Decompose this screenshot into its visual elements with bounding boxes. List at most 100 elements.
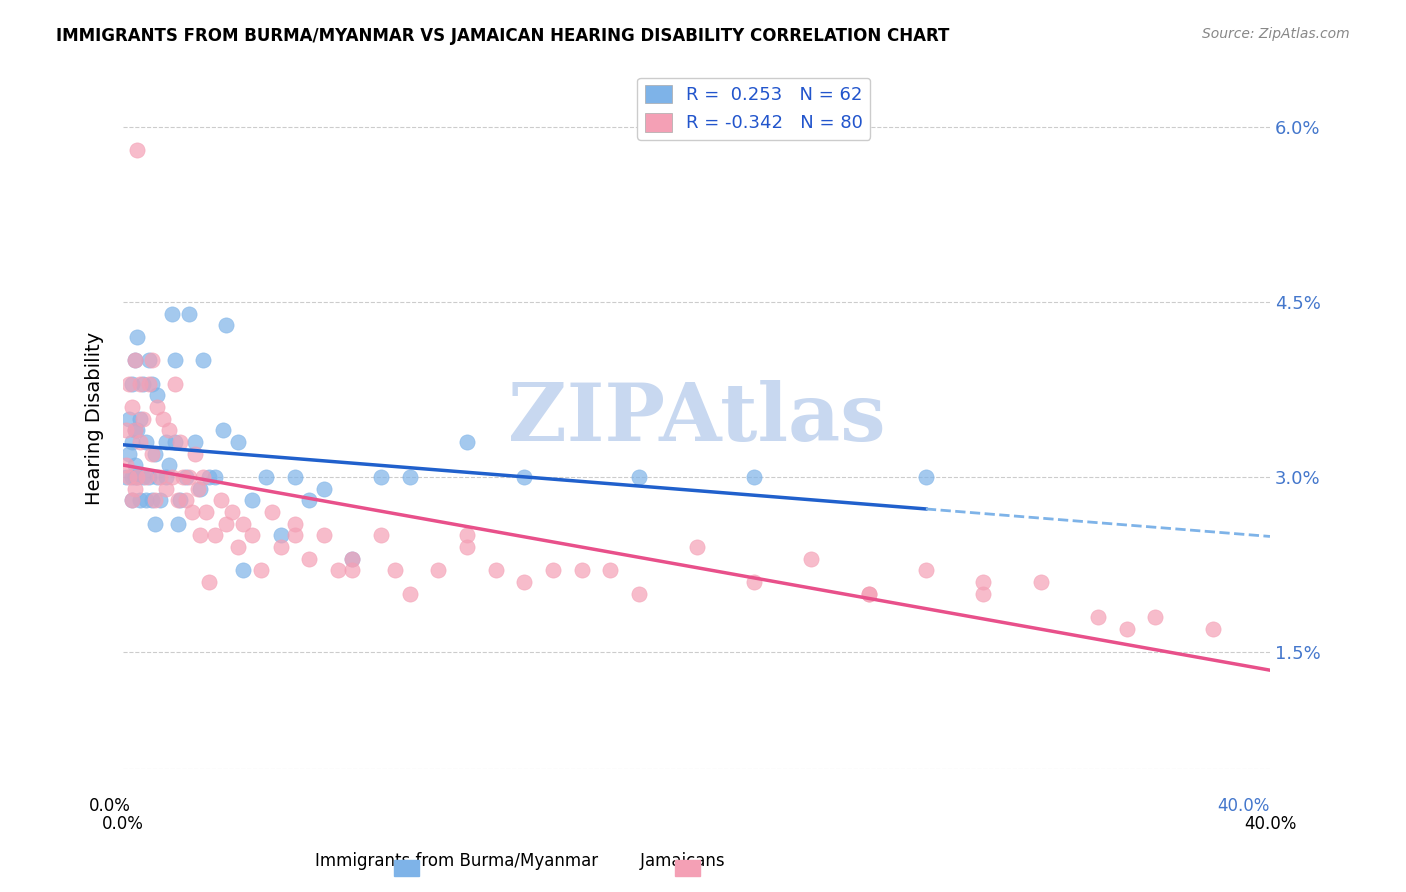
Point	[149, 493, 172, 508]
Point	[1029, 574, 1052, 589]
Point	[209, 493, 232, 508]
Text: ZIPAtlas: ZIPAtlas	[508, 380, 886, 458]
Point	[138, 353, 160, 368]
Point	[138, 470, 160, 484]
Point	[204, 470, 226, 484]
Point	[204, 528, 226, 542]
Text: Source: ZipAtlas.com: Source: ZipAtlas.com	[1202, 27, 1350, 41]
Point	[513, 574, 536, 589]
Text: 0.0%: 0.0%	[89, 797, 131, 814]
Point	[193, 470, 215, 484]
Point	[124, 482, 146, 496]
Point	[174, 493, 197, 508]
Point	[118, 446, 141, 460]
Point	[124, 458, 146, 473]
Point	[124, 423, 146, 437]
Point	[124, 423, 146, 437]
Point	[685, 540, 707, 554]
Point	[135, 493, 157, 508]
Text: 40.0%: 40.0%	[1244, 815, 1296, 833]
Point	[342, 551, 364, 566]
Point	[135, 470, 157, 484]
Point	[485, 563, 508, 577]
Point	[143, 446, 166, 460]
Point	[456, 540, 478, 554]
Point	[174, 470, 197, 484]
Point	[121, 493, 143, 508]
Point	[124, 470, 146, 484]
Point	[215, 318, 238, 333]
Point	[132, 470, 155, 484]
Point	[398, 586, 420, 600]
Point	[221, 505, 243, 519]
Point	[342, 551, 364, 566]
Point	[115, 423, 138, 437]
Point	[226, 540, 249, 554]
Point	[915, 563, 938, 577]
Point	[249, 563, 271, 577]
Point	[1087, 610, 1109, 624]
Point	[240, 528, 263, 542]
Point	[284, 470, 307, 484]
Point	[169, 493, 191, 508]
Point	[118, 376, 141, 391]
Point	[915, 470, 938, 484]
Point	[141, 493, 163, 508]
Point	[160, 470, 183, 484]
Point	[298, 551, 321, 566]
Point	[169, 434, 191, 449]
Point	[163, 434, 186, 449]
Point	[456, 528, 478, 542]
Point	[124, 353, 146, 368]
Point	[149, 470, 172, 484]
Text: Immigrants from Burma/Myanmar        Jamaicans: Immigrants from Burma/Myanmar Jamaicans	[315, 852, 725, 870]
Text: 40.0%: 40.0%	[1218, 797, 1270, 814]
Point	[800, 551, 823, 566]
Point	[1144, 610, 1167, 624]
Point	[284, 516, 307, 531]
Point	[121, 400, 143, 414]
Point	[190, 482, 212, 496]
Point	[127, 470, 149, 484]
Point	[177, 307, 200, 321]
Point	[1115, 622, 1137, 636]
Point	[232, 563, 254, 577]
Point	[232, 516, 254, 531]
Point	[742, 470, 765, 484]
Point	[541, 563, 564, 577]
Point	[190, 528, 212, 542]
Point	[166, 516, 188, 531]
Point	[198, 574, 221, 589]
Point	[184, 434, 207, 449]
Point	[143, 516, 166, 531]
Point	[141, 446, 163, 460]
Point	[129, 411, 152, 425]
Point	[298, 493, 321, 508]
Point	[571, 563, 593, 577]
Point	[118, 411, 141, 425]
Point	[146, 388, 169, 402]
Point	[132, 376, 155, 391]
Point	[129, 434, 152, 449]
Point	[127, 330, 149, 344]
Point	[254, 470, 277, 484]
Point	[163, 353, 186, 368]
Point	[628, 586, 651, 600]
Point	[742, 574, 765, 589]
Point	[129, 376, 152, 391]
Point	[370, 528, 392, 542]
Point	[166, 493, 188, 508]
Point	[212, 423, 235, 437]
Point	[152, 411, 174, 425]
Point	[270, 540, 292, 554]
Point	[180, 505, 202, 519]
Point	[215, 516, 238, 531]
Point	[129, 493, 152, 508]
Point	[628, 470, 651, 484]
Point	[160, 307, 183, 321]
Point	[155, 482, 177, 496]
Point	[155, 470, 177, 484]
Point	[384, 563, 406, 577]
Point	[127, 143, 149, 157]
Point	[370, 470, 392, 484]
